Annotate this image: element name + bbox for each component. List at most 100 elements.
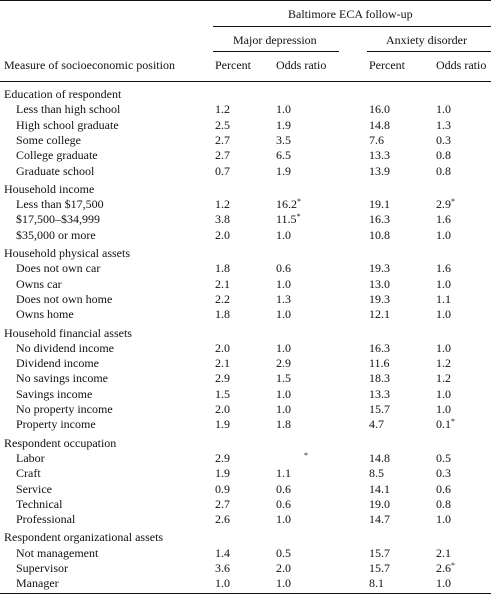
odds-depression-cell: 1.0	[276, 307, 291, 321]
odds-anxiety-cell: 0.8	[436, 164, 451, 178]
group-rule-anxiety	[367, 51, 491, 52]
odds-depression-cell: 16.2*	[276, 197, 301, 211]
odds-depression-cell: 1.0	[276, 387, 291, 401]
percent-depression-cell: 2.0	[215, 402, 230, 416]
col-header-percent-anxiety: Percent	[369, 58, 405, 72]
odds-depression-cell: 1.0	[276, 402, 291, 416]
percent-anxiety-cell: 15.7	[369, 402, 390, 416]
percent-depression-cell: 1.5	[215, 387, 230, 401]
odds-depression-cell: 1.1	[276, 466, 291, 480]
table-row-label: Not management	[16, 546, 99, 560]
odds-depression-cell: 2.0	[276, 561, 291, 575]
percent-anxiety-cell: 19.0	[369, 497, 390, 511]
odds-depression-cell: 1.0	[276, 102, 291, 116]
odds-depression-cell: 3.5	[276, 133, 291, 147]
percent-anxiety-cell: 15.7	[369, 561, 390, 575]
odds-anxiety-cell: 1.3	[436, 118, 451, 132]
percent-anxiety-cell: 4.7	[369, 417, 384, 431]
percent-depression-cell: 1.0	[215, 576, 230, 590]
odds-anxiety-cell: 0.3	[436, 466, 451, 480]
section-title: Household income	[4, 182, 95, 196]
table-row-label: $17,500–$34,999	[16, 212, 100, 226]
percent-anxiety-cell: 13.9	[369, 164, 390, 178]
odds-depression-cell: 11.5*	[276, 212, 301, 226]
odds-depression-cell: 1.0	[276, 341, 291, 355]
percent-depression-cell: 1.8	[215, 307, 230, 321]
odds-anxiety-cell: 2.6*	[436, 561, 455, 575]
odds-anxiety-cell: 0.3	[436, 133, 451, 147]
percent-anxiety-cell: 10.8	[369, 228, 390, 242]
odds-depression-cell: 1.8	[276, 417, 291, 431]
table-row-label: Manager	[16, 576, 59, 590]
odds-depression-cell: 0.6	[276, 482, 291, 496]
group-header-depression: Major depression	[233, 33, 317, 47]
odds-anxiety-cell: 0.1*	[436, 417, 455, 431]
col-header-odds-depression: Odds ratio	[276, 58, 327, 72]
table-row-label: Does not own home	[16, 292, 113, 306]
table-row-label: Does not own car	[16, 261, 101, 275]
odds-depression-cell: *	[304, 451, 308, 460]
odds-anxiety-cell: 0.8	[436, 497, 451, 511]
table-row-label: Service	[16, 482, 52, 496]
odds-depression-cell: 6.5	[276, 148, 291, 162]
table-row-label: Owns car	[16, 277, 62, 291]
odds-depression-cell: 1.9	[276, 118, 291, 132]
odds-anxiety-cell: 2.1	[436, 546, 451, 560]
table-row-label: Technical	[16, 497, 63, 511]
table-row-label: Less than $17,500	[16, 197, 104, 211]
table-row-label: Graduate school	[16, 164, 95, 178]
percent-depression-cell: 2.0	[215, 341, 230, 355]
odds-depression-cell: 0.6	[276, 497, 291, 511]
odds-anxiety-cell: 1.0	[436, 102, 451, 116]
percent-anxiety-cell: 16.3	[369, 212, 390, 226]
percent-anxiety-cell: 15.7	[369, 546, 390, 560]
percent-depression-cell: 0.7	[215, 164, 230, 178]
percent-depression-cell: 1.4	[215, 546, 230, 560]
odds-anxiety-cell: 0.8	[436, 148, 451, 162]
percent-anxiety-cell: 14.7	[369, 512, 390, 526]
percent-depression-cell: 2.9	[215, 371, 230, 385]
odds-anxiety-cell: 1.6	[436, 212, 451, 226]
odds-anxiety-cell: 1.2	[436, 356, 451, 370]
percent-anxiety-cell: 13.0	[369, 277, 390, 291]
percent-anxiety-cell: 8.5	[369, 466, 384, 480]
header-bottom-rule	[0, 81, 491, 82]
odds-depression-cell: 1.0	[276, 576, 291, 590]
odds-depression-cell: 1.0	[276, 277, 291, 291]
table-row-label: High school graduate	[16, 118, 119, 132]
percent-depression-cell: 1.9	[215, 466, 230, 480]
percent-depression-cell: 1.8	[215, 261, 230, 275]
odds-depression-cell: 0.5	[276, 546, 291, 560]
table-row-label: Supervisor	[16, 561, 68, 575]
percent-anxiety-cell: 14.8	[369, 451, 390, 465]
percent-anxiety-cell: 18.3	[369, 371, 390, 385]
col-header-percent-depression: Percent	[215, 58, 251, 72]
col-header-odds-anxiety: Odds ratio	[436, 58, 487, 72]
section-title: Household physical assets	[4, 246, 130, 260]
group-header-anxiety: Anxiety disorder	[386, 33, 467, 47]
group-rule-depression	[213, 51, 339, 52]
odds-anxiety-cell: 1.0	[436, 307, 451, 321]
percent-depression-cell: 2.2	[215, 292, 230, 306]
percent-anxiety-cell: 19.3	[369, 292, 390, 306]
table-row-label: $35,000 or more	[16, 228, 96, 242]
odds-anxiety-cell: 1.0	[436, 387, 451, 401]
percent-depression-cell: 1.2	[215, 197, 230, 211]
odds-anxiety-cell: 0.6	[436, 482, 451, 496]
section-title: Respondent occupation	[4, 436, 117, 450]
odds-anxiety-cell: 1.0	[436, 512, 451, 526]
percent-depression-cell: 2.6	[215, 512, 230, 526]
spanner-header: Baltimore ECA follow-up	[288, 7, 413, 21]
odds-anxiety-cell: 0.5	[436, 451, 451, 465]
percent-anxiety-cell: 14.8	[369, 118, 390, 132]
percent-depression-cell: 1.2	[215, 102, 230, 116]
table-row-label: Property income	[16, 417, 96, 431]
percent-anxiety-cell: 8.1	[369, 576, 384, 590]
table-row-label: Professional	[16, 512, 76, 526]
percent-anxiety-cell: 19.1	[369, 197, 390, 211]
odds-depression-cell: 1.3	[276, 292, 291, 306]
odds-anxiety-cell: 1.0	[436, 228, 451, 242]
table-row-label: No property income	[16, 402, 113, 416]
table-row-label: Labor	[16, 451, 45, 465]
table-row-label: No savings income	[16, 371, 108, 385]
